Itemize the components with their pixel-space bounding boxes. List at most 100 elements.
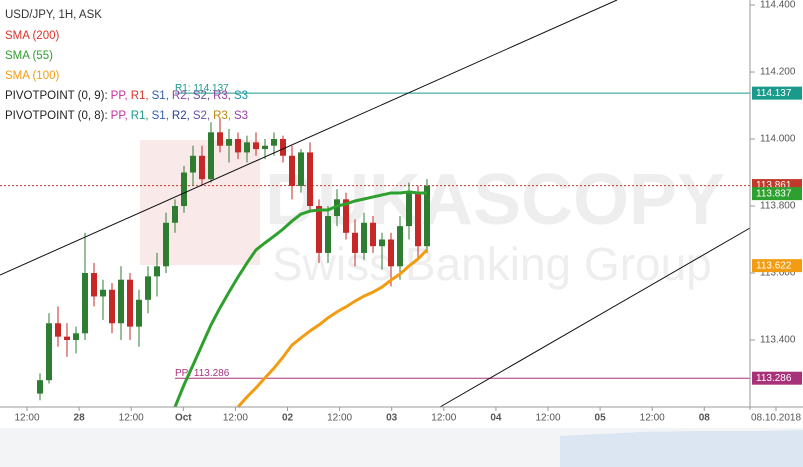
sma-line [173, 190, 427, 408]
candle-body [154, 266, 160, 277]
x-tick-label: 03 [386, 413, 398, 424]
pivot-legend: PIVOTPOINT (0, 9): PP, R1, S1, R2, S2, R3, S3 [5, 90, 248, 102]
y-tick-label: 114.400 [760, 0, 796, 11]
candle-body [37, 380, 43, 394]
candle-body [235, 139, 241, 153]
legend-entry: SMA (55) [5, 50, 53, 62]
x-tick-label: 05 [595, 413, 607, 424]
price-tag: 113.861 [756, 180, 792, 191]
pivot-legend-item: S2, [193, 110, 210, 122]
candle-body [424, 185, 430, 247]
pivot-legend-item: R3, [213, 110, 231, 122]
pivot-legend-item: PP, [111, 110, 128, 122]
x-tick-label: Oct [175, 413, 192, 424]
legend: SMA (200) SMA (55) SMA (100) PIVOTPOINT (0,… [5, 30, 248, 122]
x-tick-label: 12:00 [119, 413, 144, 424]
candle-body [181, 172, 187, 207]
candle-body [316, 206, 322, 253]
pivot-label: R1: 114.137 [175, 83, 229, 94]
candle-body [244, 142, 250, 153]
candle-body [127, 279, 133, 327]
candle-body [370, 222, 376, 247]
y-tick-label: 113.400 [760, 335, 796, 346]
candle-body [100, 289, 106, 297]
candle-body [226, 139, 232, 146]
candle-body [55, 323, 61, 337]
y-tick-label: 114.200 [760, 67, 796, 78]
candle-body [325, 216, 331, 253]
candle-body [361, 222, 367, 253]
level-tag: 113.286 [756, 373, 792, 384]
sma-line [236, 248, 429, 409]
watermark: DUKASCOPY [265, 160, 725, 240]
candle-body [64, 336, 70, 341]
candle-body [334, 199, 340, 217]
sma-tag-bg [752, 259, 802, 273]
pivot-legend-item: S1, [152, 110, 169, 122]
candle-body [280, 139, 286, 156]
x-tick-label: 12:00 [223, 413, 248, 424]
candle-body [379, 239, 385, 247]
pivot-legend-item: S3 [234, 90, 248, 102]
candle-body [289, 155, 295, 186]
pivot-label: PP: 113.286 [175, 368, 230, 379]
candle-body [172, 206, 178, 223]
pivot-legend-item: R2, [172, 90, 190, 102]
legend-entry: SMA (100) [5, 70, 59, 82]
watermark-sub: Swiss Banking Group [272, 238, 712, 290]
x-tick-label: 12:00 [14, 413, 39, 424]
pivot-legend-item: S2, [193, 90, 210, 102]
candle-body [253, 142, 259, 150]
pivot-legend-item: R1, [131, 110, 149, 122]
x-tick-label: 08.10.2018 [751, 413, 801, 424]
candle-body [208, 132, 214, 180]
channel-line [439, 227, 751, 408]
y-tick-label: 113.600 [760, 268, 796, 279]
level-tag: 114.137 [756, 88, 792, 99]
candle-body [415, 192, 421, 247]
y-tick-label: 113.800 [760, 201, 796, 212]
candle-body [262, 145, 268, 150]
candle-body [388, 239, 394, 267]
x-tick-label: 08 [699, 413, 711, 424]
candle-body [145, 276, 151, 300]
sma-tag-bg [752, 187, 802, 201]
candle-body [109, 289, 115, 324]
sma-tag: 113.622 [756, 260, 792, 271]
navigator-area [560, 430, 803, 467]
candle-body [163, 222, 169, 267]
candle-body [190, 155, 196, 173]
pivot-legend-item: S1, [152, 90, 169, 102]
candle-body [307, 152, 313, 207]
candle-body [118, 279, 124, 324]
candle-body [91, 273, 97, 297]
price-axis [750, 0, 803, 410]
candle-body [352, 232, 358, 253]
plot: R1: 114.137 PP: 113.286 [0, 83, 750, 409]
pivot-legend: PIVOTPOINT (0, 8): PP, R1, S1, R2, S2, R3, S3 [5, 110, 248, 122]
candle-body [73, 333, 79, 341]
pivot-legend-item: PIVOTPOINT (0, 8): [5, 110, 108, 122]
pivot-legend-item: PIVOTPOINT (0, 9): [5, 90, 108, 102]
x-tick-label: 02 [282, 413, 294, 424]
candle-body [82, 273, 88, 334]
candle-body [406, 192, 412, 227]
y-tick-label: 114.000 [760, 134, 796, 145]
pivot-legend-item: PP, [111, 90, 128, 102]
symbol-title: USD/JPY, 1H, ASK [5, 9, 102, 21]
candle-body [298, 152, 304, 186]
x-tick-label: 12:00 [327, 413, 352, 424]
pivot-legend-item: R1, [131, 90, 149, 102]
pivot-legend-item: S3 [234, 110, 248, 122]
x-tick-label: 12:00 [431, 413, 456, 424]
x-tick-label: 12:00 [640, 413, 665, 424]
level-tag-bg [752, 86, 802, 100]
pivot-legend-item: R3, [213, 90, 231, 102]
candle-body [136, 299, 142, 327]
x-tick-label: 12:00 [535, 413, 560, 424]
x-tick-label: 28 [74, 413, 86, 424]
candle-body [199, 155, 205, 180]
candle-body [271, 139, 277, 146]
candle-body [46, 323, 52, 381]
